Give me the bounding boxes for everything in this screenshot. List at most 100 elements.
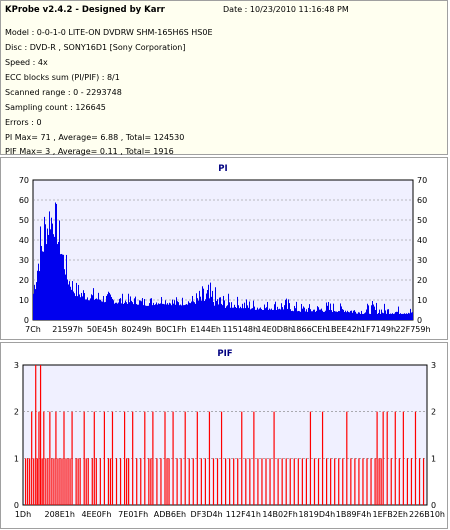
ecc-line: ECC blocks sum (PI/PIF) : 8/1 xyxy=(5,73,120,82)
pi-bar xyxy=(110,294,111,320)
pi-bar xyxy=(233,307,234,320)
y-tick-label-right: 30 xyxy=(417,256,427,265)
pif-bar xyxy=(346,411,348,505)
pif-bar xyxy=(269,458,271,505)
pi-bar xyxy=(412,312,413,320)
pi-bar xyxy=(385,310,386,320)
pi-bar xyxy=(384,303,385,320)
pi-bar xyxy=(218,304,219,320)
pi-bar xyxy=(401,313,402,320)
pi-bar xyxy=(151,298,152,320)
pi-bar xyxy=(79,294,80,320)
pi-bar xyxy=(271,308,272,320)
pi-bar xyxy=(41,245,42,320)
pi-bar xyxy=(80,297,81,320)
pi-bar xyxy=(291,310,292,320)
x-tick-label: B0C1Fh xyxy=(156,325,187,334)
pi-bar xyxy=(297,311,298,320)
pi-bar xyxy=(50,229,51,320)
pif-bar xyxy=(184,411,186,505)
pi-bar xyxy=(196,293,197,320)
pi-bar xyxy=(169,302,170,320)
pif-bar xyxy=(366,458,368,505)
pi-bar xyxy=(275,301,276,320)
pif-bar xyxy=(166,458,168,505)
pi-bar xyxy=(315,311,316,320)
pi-bar xyxy=(163,303,164,320)
pif-bar xyxy=(277,458,279,505)
pif-bar xyxy=(374,458,376,505)
pi-bar xyxy=(195,303,196,320)
pi-bar xyxy=(329,309,330,320)
app-title: KProbe v2.4.2 - Designed by Karr xyxy=(5,5,165,15)
y-tick-label-left: 1 xyxy=(14,454,19,463)
x-tick-label: 1Dh xyxy=(15,510,31,519)
pif-bar xyxy=(233,458,235,505)
pif-bar xyxy=(253,411,255,505)
pif-bar xyxy=(414,411,417,505)
pi-bar xyxy=(243,308,244,320)
pi-bar xyxy=(194,302,195,320)
scan-date: Date : 10/23/2010 11:16:48 PM xyxy=(223,5,349,14)
pi-bar xyxy=(304,307,305,320)
pif-bar xyxy=(370,458,372,505)
pif-bar xyxy=(354,458,356,505)
pi-bar xyxy=(138,304,139,320)
pi-bar xyxy=(389,313,390,320)
speed-line: Speed : 4x xyxy=(5,58,48,67)
pi-bar xyxy=(375,310,376,320)
pif-bar xyxy=(168,458,170,505)
pif-bar xyxy=(140,458,142,505)
pi-bar xyxy=(154,305,155,320)
pi-bar xyxy=(350,310,351,320)
pi-bar xyxy=(170,303,171,320)
pi-bar xyxy=(215,287,216,320)
pi-bar xyxy=(234,304,235,320)
pi-bar xyxy=(70,286,71,320)
pi-bar xyxy=(94,299,95,320)
pi-bar xyxy=(65,274,66,320)
pi-bar xyxy=(328,302,329,320)
y-tick-label-right: 2 xyxy=(431,408,436,417)
pi-bar xyxy=(88,300,89,320)
pi-bar xyxy=(75,296,76,320)
pi-bar xyxy=(346,312,347,320)
pi-bar xyxy=(276,309,277,320)
pi-bar xyxy=(155,304,156,320)
pi-bar xyxy=(142,298,143,320)
x-tick-label: DF3D4h xyxy=(191,510,223,519)
pif-bar xyxy=(289,458,291,505)
pi-bar xyxy=(361,310,362,320)
pi-bar xyxy=(172,299,173,320)
pif-bar xyxy=(241,411,243,505)
pi-bar xyxy=(86,299,87,320)
pif-bar xyxy=(338,458,340,505)
pi-bar xyxy=(371,305,372,320)
pif-bar xyxy=(61,458,63,505)
pi-bar xyxy=(159,303,160,320)
pi-bar xyxy=(171,305,172,320)
pi-bar xyxy=(210,282,211,320)
pi-bar xyxy=(162,303,163,320)
pi-bar xyxy=(281,303,282,320)
pi-bar xyxy=(121,303,122,320)
pi-bar xyxy=(274,304,275,320)
pi-bar xyxy=(272,309,273,320)
y-tick-label-right: 60 xyxy=(417,196,427,205)
pi-bar xyxy=(199,290,200,320)
pi-bar xyxy=(230,307,231,320)
pif-bar xyxy=(334,458,336,505)
pi-bar xyxy=(117,303,118,320)
pi-bar xyxy=(99,299,100,320)
x-tick-label: 1BEE42h xyxy=(326,325,362,334)
pif-bar xyxy=(305,458,307,505)
pi-bar xyxy=(287,308,288,320)
pi-bar xyxy=(402,313,403,320)
pi-bar xyxy=(186,304,187,320)
pif-bar xyxy=(220,411,223,505)
pi-bar xyxy=(223,295,224,320)
pi-bar xyxy=(355,311,356,320)
pi-bar xyxy=(84,293,85,320)
pi-bar xyxy=(387,309,388,320)
pif-bar xyxy=(93,411,95,505)
